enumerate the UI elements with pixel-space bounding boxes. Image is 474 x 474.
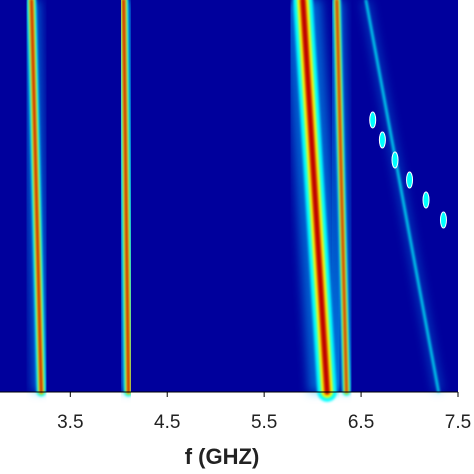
- plot-inner-shade: [0, 0, 458, 392]
- resonance-dot: [406, 171, 414, 189]
- x-axis-label: f (GHZ): [185, 444, 260, 469]
- resonance-dots: [369, 111, 447, 229]
- resonance-band: [364, 0, 440, 394]
- x-ticks: 2.53.54.55.56.57.5: [57, 392, 471, 433]
- x-tick-label: 6.5: [348, 412, 374, 433]
- resonance-dot: [439, 211, 447, 229]
- resonance-band: [122, 0, 130, 394]
- resonance-bands: [23, 0, 443, 402]
- x-tick-label: 7.5: [445, 412, 471, 433]
- resonance-dot: [369, 111, 377, 129]
- resonance-dot: [422, 191, 430, 209]
- x-tick-label: 4.5: [154, 412, 180, 433]
- resonance-band: [300, 0, 331, 395]
- resonance-band: [335, 0, 348, 394]
- resonance-band: [30, 0, 43, 394]
- resonance-dot: [391, 151, 399, 169]
- x-tick-label: 3.5: [57, 412, 83, 433]
- resonance-dot: [378, 131, 386, 149]
- x-tick-label: 5.5: [251, 412, 277, 433]
